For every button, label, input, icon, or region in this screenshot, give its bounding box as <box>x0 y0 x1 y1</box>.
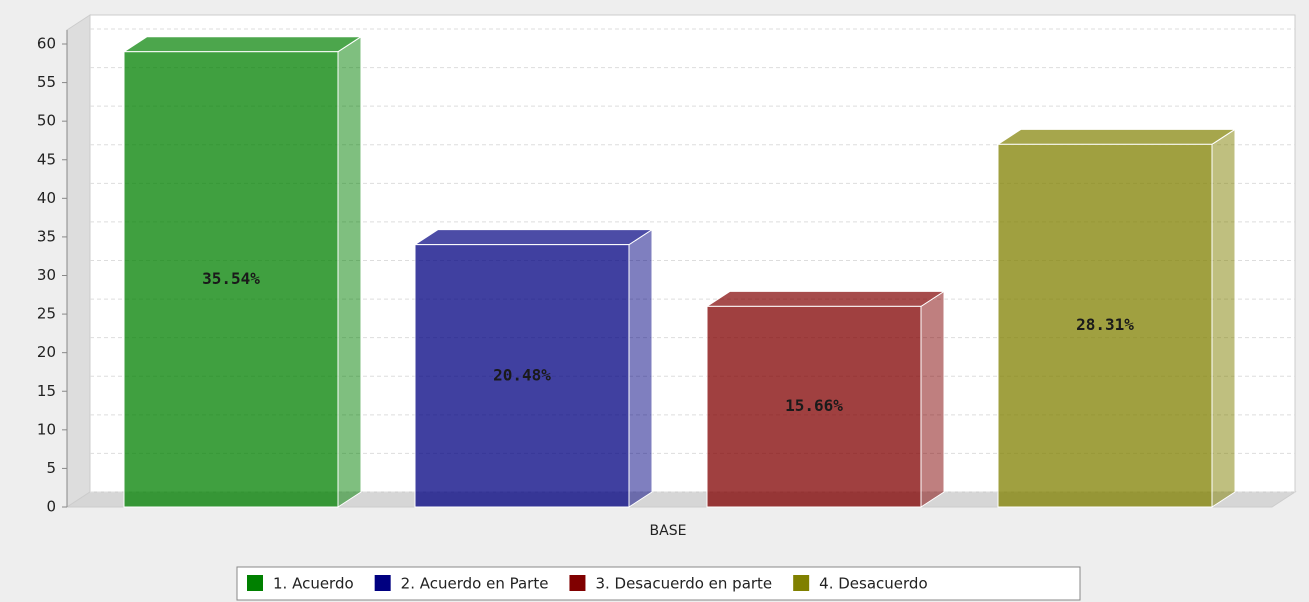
bar-label: 15.66% <box>785 396 843 415</box>
y-tick-label: 55 <box>37 73 56 91</box>
x-tick-label: BASE <box>650 523 687 539</box>
legend-label: 3. Desacuerdo en parte <box>595 575 772 593</box>
bar-front <box>997 143 1213 508</box>
bar <box>122 35 363 508</box>
bar-top <box>705 290 946 307</box>
y-tick-label: 25 <box>37 305 56 323</box>
y-tick-label: 50 <box>37 112 56 130</box>
bar-top <box>122 36 363 53</box>
y-tick-label: 60 <box>37 35 56 53</box>
bar-side <box>920 290 945 508</box>
legend-label: 2. Acuerdo en Parte <box>401 575 549 593</box>
bar-front <box>414 244 630 508</box>
legend-swatch <box>374 575 391 591</box>
y-tick-label: 10 <box>37 420 56 438</box>
bar-label: 20.48% <box>493 365 551 384</box>
legend-label: 1. Acuerdo <box>273 575 354 593</box>
y-tick-label: 5 <box>46 459 56 477</box>
bar-label: 35.54% <box>202 269 260 288</box>
y-tick-label: 30 <box>37 266 56 284</box>
y-tick-label: 0 <box>46 498 56 516</box>
bar-front <box>706 305 922 508</box>
bar-top <box>996 128 1237 145</box>
y-tick-label: 35 <box>37 227 56 245</box>
bar-side <box>628 228 653 508</box>
bar-label: 28.31% <box>1076 315 1134 334</box>
y-tick-label: 40 <box>37 189 56 207</box>
y-tick-label: 45 <box>37 150 56 168</box>
y-tick-label: 20 <box>37 343 56 361</box>
bar-side <box>337 35 362 508</box>
legend-label: 4. Desacuerdo <box>819 575 927 593</box>
bar <box>705 290 946 508</box>
bar <box>996 128 1237 508</box>
bar-side <box>1211 128 1236 508</box>
legend-swatch <box>569 575 586 591</box>
y-tick-label: 15 <box>37 382 56 400</box>
legend-swatch <box>793 575 810 591</box>
plot-left-wall <box>66 14 91 508</box>
bar-front <box>123 51 339 508</box>
bar-top <box>413 229 654 246</box>
legend-swatch <box>247 575 263 591</box>
bar <box>413 228 654 508</box>
